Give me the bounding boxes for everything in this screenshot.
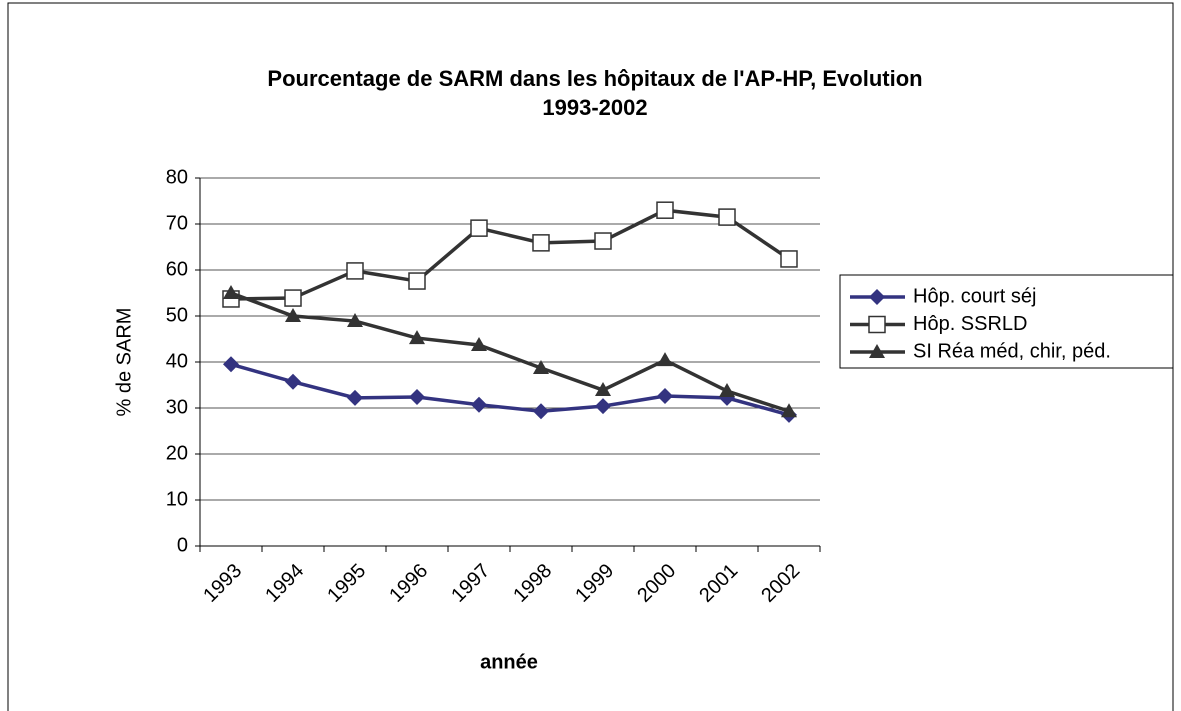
data-point <box>470 219 488 237</box>
y-axis-label: % de SARM <box>113 308 135 417</box>
data-point <box>284 289 302 307</box>
chart-title: 1993-2002 <box>542 95 647 120</box>
series-line <box>230 208 790 301</box>
data-point <box>409 330 425 345</box>
data-point <box>533 359 549 374</box>
data-point <box>223 356 239 373</box>
data-point <box>532 234 550 252</box>
y-tick-label: 10 <box>166 488 188 510</box>
data-point <box>533 403 549 420</box>
y-tick-label: 20 <box>166 442 188 464</box>
data-point <box>657 388 673 405</box>
chart-title: Pourcentage de SARM dans les hôpitaux de… <box>267 66 922 91</box>
legend-marker <box>868 315 886 334</box>
legend-label: Hôp. SSRLD <box>913 313 1028 335</box>
data-point <box>719 382 735 397</box>
series-line <box>230 291 790 413</box>
data-point <box>595 382 611 397</box>
data-point <box>595 398 611 415</box>
data-point <box>285 308 301 322</box>
data-point <box>346 262 364 280</box>
data-point <box>781 403 797 418</box>
data-point <box>718 208 736 226</box>
data-point <box>471 396 487 413</box>
y-tick-label: 70 <box>166 212 188 234</box>
y-tick-label: 80 <box>166 166 188 188</box>
y-tick-label: 50 <box>166 304 188 326</box>
data-point <box>471 336 487 351</box>
data-point <box>657 352 673 367</box>
x-axis-label: année <box>480 651 538 673</box>
data-point <box>409 388 425 405</box>
data-point <box>347 389 363 406</box>
y-tick-label: 40 <box>166 350 188 372</box>
data-point <box>656 201 674 219</box>
data-point <box>408 272 426 290</box>
y-tick-label: 0 <box>177 534 188 556</box>
data-point <box>780 250 798 268</box>
legend-marker <box>869 289 885 305</box>
y-tick-label: 60 <box>166 258 188 280</box>
series-line <box>230 362 790 417</box>
y-tick-label: 30 <box>166 396 188 418</box>
legend-label: Hôp. court séj <box>913 285 1036 307</box>
data-point <box>223 285 239 299</box>
legend-label: SI Réa méd, chir, péd. <box>913 340 1111 362</box>
data-point <box>594 232 612 250</box>
data-point <box>285 373 301 390</box>
legend-marker <box>869 344 885 358</box>
data-point <box>347 313 363 328</box>
